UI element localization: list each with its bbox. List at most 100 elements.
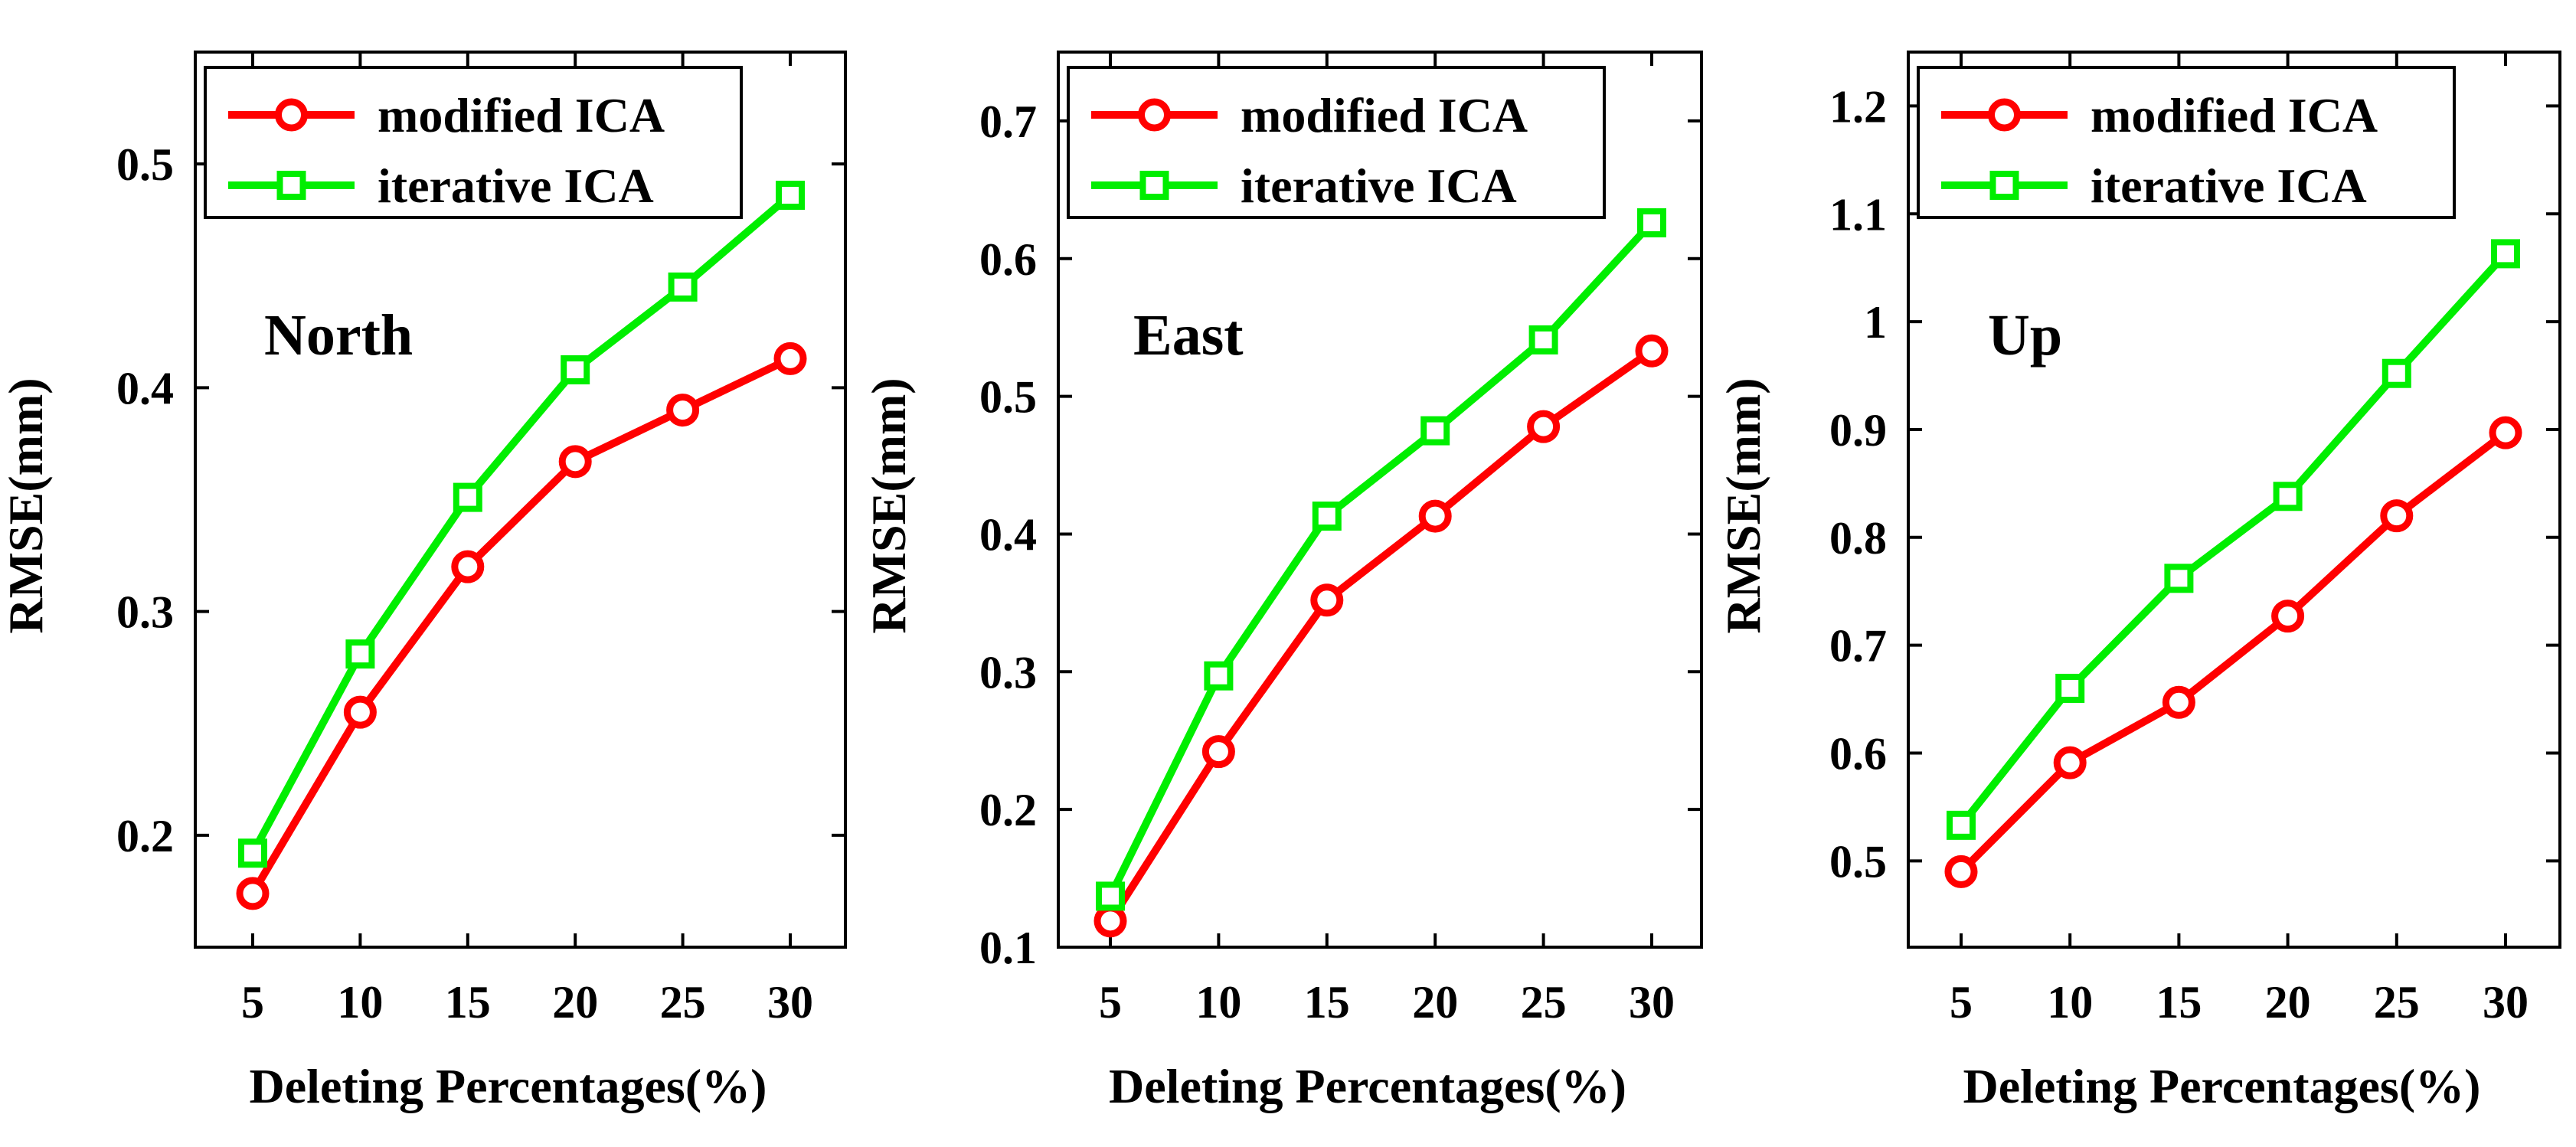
axes-box [1057,51,1703,949]
panel-title: East [1133,303,1244,368]
data-point [1312,502,1342,531]
data-point [1096,881,1125,911]
legend-marker [1989,171,2019,200]
data-point [2273,482,2303,511]
data-point [343,695,377,729]
x-tick-label: 20 [2265,977,2311,1028]
x-tick-label: 15 [445,977,491,1028]
y-tick-label: 1.2 [1829,81,1887,132]
legend-label: modified ICA [2091,88,2378,142]
series-line [1958,251,2509,828]
data-point [1947,810,1976,840]
x-tick-label: 20 [552,977,598,1028]
legend-marker [1138,98,1171,132]
x-tick-label: 5 [241,977,264,1028]
y-tick-label: 0.7 [1829,621,1887,672]
series-modified-ica [1944,416,2522,888]
data-point [2489,416,2522,449]
data-point [451,550,485,583]
y-tick-label: 0.1 [979,923,1037,973]
legend-marker [276,171,306,200]
x-tick-label: 30 [767,977,813,1028]
data-point [1637,208,1666,238]
x-axis-label: Deleting Percentages(%) [1109,1059,1626,1113]
data-point [1420,416,1450,446]
legend-label: iterative ICA [2091,158,2367,213]
x-axis-label: Deleting Percentages(%) [250,1059,767,1113]
data-point [1201,735,1235,769]
y-axis-label: RMSE(mm) [1716,377,1770,633]
series-iterative-ica [1096,208,1666,911]
data-point [2053,746,2087,779]
data-point [236,877,270,910]
data-point [2055,673,2085,703]
series-line [249,355,793,896]
panel-title: Up [1988,303,2062,368]
data-point [2491,239,2520,269]
axes-box [194,51,847,949]
chart-panel-up: 5 10 15 20 25 30 0.5 0.6 0.7 0.8 0.9 1 1.1 1.2 Deletin… [1716,51,2561,1113]
x-tick-label: 30 [2483,977,2529,1028]
series-iterative-ica [238,181,805,868]
x-tick-label: 10 [2047,977,2093,1028]
x-axis-label: Deleting Percentages(%) [1963,1059,2481,1113]
y-tick-label: 0.4 [116,363,174,413]
legend-label: modified ICA [378,88,665,142]
legend-marker [275,98,308,132]
data-point [1944,855,1978,888]
legend: modified ICA iterative ICA [204,66,743,219]
data-point [666,394,700,427]
data-point [1093,904,1127,938]
x-tick-label: 10 [1195,977,1241,1028]
data-point [2380,499,2414,533]
x-tick-label: 10 [337,977,383,1028]
data-point [345,639,375,669]
data-point [668,272,698,302]
y-tick-label: 0.3 [116,587,174,638]
data-point [1527,410,1561,443]
y-tick-label: 0.2 [116,811,174,861]
y-axis-label: RMSE(mm) [861,377,916,633]
data-point [1204,661,1234,691]
y-tick-label: 0.7 [979,96,1037,147]
y-tick-label: 0.5 [116,139,174,190]
data-point [2381,358,2411,388]
series-line [1958,430,2509,874]
y-tick-label: 0.9 [1829,405,1887,456]
legend-label: iterative ICA [1241,158,1517,213]
chart-panel-north: 5 10 15 20 25 30 0.2 0.3 0.4 0.5 Deleting Percenta… [0,51,847,1113]
x-tick-label: 30 [1629,977,1675,1028]
x-tick-label: 5 [1099,977,1122,1028]
data-point [453,482,482,512]
x-tick-label: 25 [2374,977,2420,1028]
x-tick-label: 15 [2156,977,2202,1028]
data-point [776,181,805,211]
x-tick-label: 15 [1304,977,1350,1028]
series-modified-ica [1093,334,1669,938]
series-modified-ica [236,341,807,910]
x-tick-label: 25 [660,977,706,1028]
legend: modified ICA iterative ICA [1067,66,1606,219]
data-point [1528,325,1558,355]
data-point [2164,564,2194,593]
y-tick-label: 0.8 [1829,513,1887,564]
data-point [558,445,592,479]
y-tick-label: 0.6 [979,234,1037,285]
data-point [2162,685,2195,719]
axes-box [1907,51,2561,949]
series-iterative-ica [1947,239,2520,840]
x-tick-label: 20 [1412,977,1458,1028]
x-tick-label: 5 [1950,977,1973,1028]
y-tick-label: 0.4 [979,509,1037,560]
legend-label: modified ICA [1241,88,1528,142]
legend-marker [1988,98,2021,132]
y-axis-label: RMSE(mm) [0,377,53,633]
y-tick-label: 0.5 [979,372,1037,423]
legend: modified ICA iterative ICA [1917,66,2456,219]
y-tick-label: 1 [1864,297,1887,348]
legend-label: iterative ICA [378,158,654,213]
data-point [1418,499,1452,533]
legend-marker [1139,171,1169,200]
data-point [1635,334,1669,368]
